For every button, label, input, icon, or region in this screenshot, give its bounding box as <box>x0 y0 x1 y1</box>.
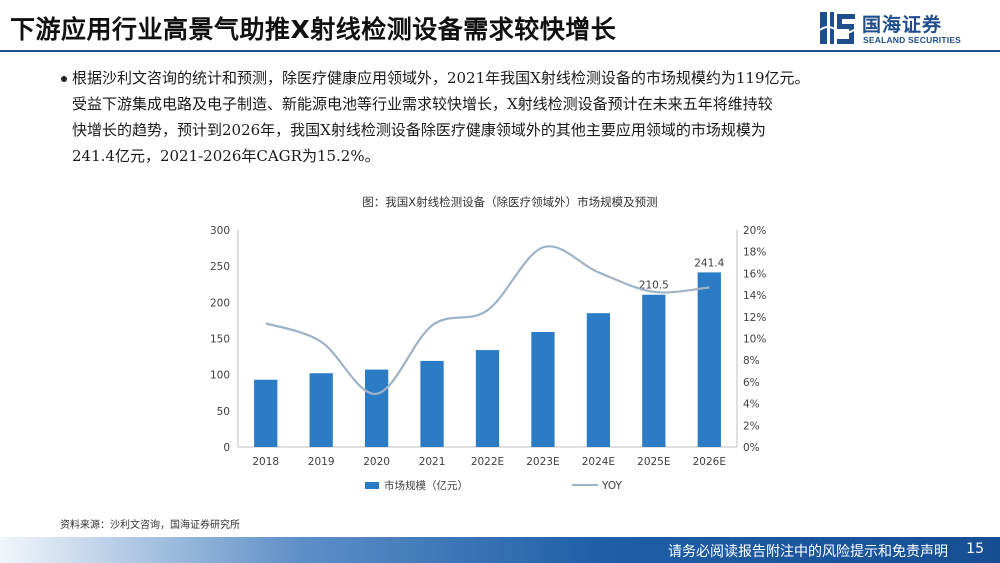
y-tick-label: 50 <box>217 406 230 418</box>
bullet-marker <box>61 76 67 82</box>
x-tick-label: 2018 <box>252 456 279 468</box>
y-tick-label: 100 <box>210 370 230 382</box>
data-label: 241.4 <box>694 257 724 269</box>
x-tick-label: 2022E <box>471 456 504 468</box>
bullet-paragraph: 根据沙利文咨询的统计和预测，除医疗健康应用领域外，2021年我国X射线检测设备的… <box>72 65 972 169</box>
logo-text-en: SEALAND SECURITIES <box>863 35 962 45</box>
sealand-logo-icon <box>819 12 855 44</box>
y2-tick-label: 20% <box>743 225 766 237</box>
y2-tick-label: 0% <box>743 442 760 454</box>
bar-2026E <box>697 272 721 447</box>
bar-2025E <box>642 294 666 447</box>
y-tick-label: 300 <box>210 225 230 237</box>
x-tick-label: 2020 <box>363 456 390 468</box>
bar-2019 <box>309 373 333 447</box>
company-logo: 国海证券 SEALAND SECURITIES <box>818 8 988 48</box>
bar-2018 <box>254 379 278 447</box>
bar-2021 <box>420 360 444 447</box>
y-tick-label: 250 <box>210 261 230 273</box>
source-note: 资料来源：沙利文咨询，国海证券研究所 <box>60 520 240 531</box>
bar-2020 <box>364 369 389 447</box>
y-tick-label: 150 <box>210 334 230 346</box>
bar-2023E <box>531 331 555 447</box>
bullet-line: 快增长的趋势，预计到2026年，我国X射线检测设备除医疗健康领域外的其他主要应用… <box>72 121 766 139</box>
y2-tick-label: 14% <box>743 290 766 302</box>
bullet-line: 241.4亿元，2021-2026年CAGR为15.2%。 <box>72 147 380 165</box>
y2-tick-label: 10% <box>743 334 766 346</box>
page-number: 15 <box>966 541 984 557</box>
y2-tick-label: 6% <box>743 377 760 389</box>
y2-tick-label: 16% <box>743 268 766 280</box>
y-tick-label: 200 <box>210 297 230 309</box>
slide-title: 下游应用行业高景气助推X射线检测设备需求较快增长 <box>10 15 617 44</box>
y2-tick-label: 8% <box>743 355 760 367</box>
y2-tick-label: 2% <box>743 420 760 432</box>
x-tick-label: 2024E <box>582 456 615 468</box>
market-size-chart: 图：我国X射线检测设备（除医疗领域外）市场规模及预测 0 50 100 150 200 25… <box>200 188 820 508</box>
x-tick-label: 2025E <box>637 456 670 468</box>
x-tick-label: 2019 <box>308 456 335 468</box>
chart-title: 图：我国X射线检测设备（除医疗领域外）市场规模及预测 <box>362 195 657 209</box>
data-label: 210.5 <box>639 280 669 292</box>
x-tick-label: 2021 <box>419 456 446 468</box>
x-tick-label: 2023E <box>526 456 559 468</box>
legend-bar-swatch <box>365 482 379 489</box>
y2-tick-label: 4% <box>743 399 760 411</box>
y-tick-label: 0 <box>223 442 230 454</box>
y2-tick-label: 12% <box>743 312 766 324</box>
legend-bar-label: 市场规模（亿元） <box>384 479 468 492</box>
footer-bar: 请务必阅读报告附注中的风险提示和免责声明 15 <box>0 537 1000 563</box>
bullet-line: 受益下游集成电路及电子制造、新能源电池等行业需求较快增长，X射线检测设备预计在未… <box>72 95 773 113</box>
disclaimer-text: 请务必阅读报告附注中的风险提示和免责声明 <box>668 544 948 560</box>
y2-tick-label: 18% <box>743 247 766 259</box>
x-tick-label: 2026E <box>693 456 726 468</box>
bar-2024E <box>586 313 611 447</box>
title-divider <box>0 50 1000 52</box>
legend-line-label: YOY <box>601 480 623 492</box>
chart-canvas: 图：我国X射线检测设备（除医疗领域外）市场规模及预测 0 50 100 150 200 25… <box>210 195 766 492</box>
bar-2022E <box>475 350 500 447</box>
logo-text-cn: 国海证券 <box>862 14 943 36</box>
bullet-line: 根据沙利文咨询的统计和预测，除医疗健康应用领域外，2021年我国X射线检测设备的… <box>72 69 810 87</box>
